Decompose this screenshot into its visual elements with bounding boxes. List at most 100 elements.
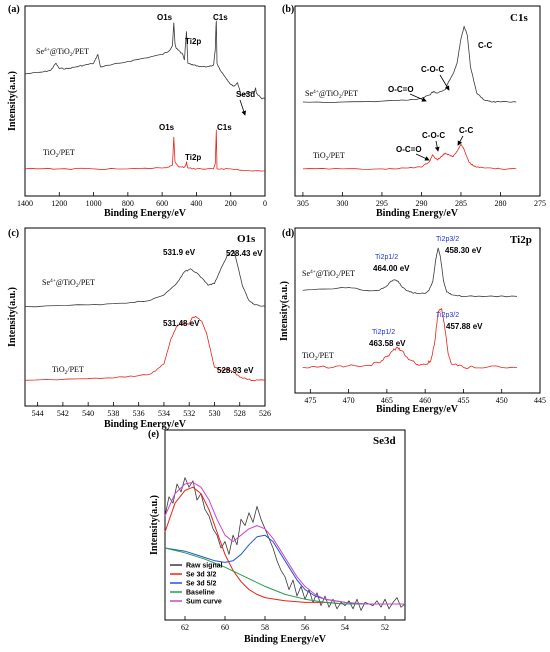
panel-a-xtick-label-5: 400 [190, 199, 202, 208]
panel-a-ylabel: Intensity(a.u.) [7, 71, 18, 131]
panel-a-series-top-label: Se4+@TiO2/PET [36, 47, 89, 58]
panel-c-xtick-label-8: 528 [234, 409, 246, 418]
panel-a-xtick-label-6: 200 [225, 199, 237, 208]
panel-d-plot [302, 247, 518, 370]
panel-c-xtick-label-7: 530 [208, 409, 220, 418]
panel-e-xtick-label-4: 54 [341, 623, 349, 632]
panel-b-coc-bot: C-O-C [422, 131, 445, 140]
panel-d-xtick-label-3: 460 [419, 396, 431, 405]
panel-c-xtick-label-3: 538 [107, 409, 119, 418]
panel-b-series-top-label: Se4+@TiO2/PET [305, 89, 358, 100]
panel-e-title: Se3d [373, 435, 396, 447]
panel-a-xlabel: Binding Energy/eV [104, 208, 187, 219]
panel-a-series-0 [24, 20, 266, 100]
panel-a-se3d-top: Se3d [236, 90, 255, 99]
panel-a-frame [24, 5, 266, 197]
panel-c-series-0 [24, 250, 266, 308]
panel-c-xlabel: Binding Energy/eV [104, 419, 187, 430]
panel-c-ylabel: Intensity(a.u.) [7, 287, 18, 347]
panel-d-xtick-label-0: 475 [304, 396, 316, 405]
panel-d-ylabel: Intensity(a.u.) [279, 281, 290, 341]
panel-e-xtick-label-1: 60 [221, 623, 229, 632]
panel-c: (c) O1s 544 542 540 538 536 534 532 530 528 526 B… [7, 227, 271, 430]
panel-c-letter: (c) [8, 228, 19, 239]
panel-b-coc-top: C-O-C [421, 65, 444, 74]
panel-a-letter: (a) [8, 4, 20, 15]
panel-e-xtick-label-5: 52 [381, 623, 389, 632]
panel-d-v2-bot: 457.88 eV [446, 322, 483, 331]
panel-b-ticks: 305 300 295 290 285 280 275 [297, 192, 546, 208]
legend-label-4: Sum curve [186, 599, 222, 606]
panel-b-cc-bot: C-C [459, 126, 473, 135]
panel-a-o1s-top: O1s [157, 13, 173, 22]
panel-e-frame [164, 429, 406, 621]
panel-d-xlabel: Binding Energy/eV [376, 404, 459, 415]
panel-b-xtick-label-0: 305 [297, 199, 309, 208]
panel-d-ticks: 475 470 465 460 455 450 445 [304, 389, 546, 405]
panel-e-xtick-label-3: 56 [301, 623, 309, 632]
panel-e: (e) Se3d 62 60 58 56 54 52 Binding Energy/eV … [148, 429, 406, 645]
panel-b-series-1 [302, 143, 517, 170]
panel-d-t1-top: Ti2p1/2 [375, 254, 398, 261]
panel-c-ticks: 544 542 540 538 536 534 532 530 528 526 [32, 402, 271, 418]
panel-e-xtick-label-2: 58 [261, 623, 269, 632]
panel-c-series-bot-label: TiO2/PET [52, 365, 84, 376]
panel-b-xtick-label-6: 275 [534, 199, 546, 208]
panel-c-xtick-label-1: 542 [57, 409, 69, 418]
panel-d-xtick-label-6: 445 [534, 396, 546, 405]
panel-d-xtick-label-1: 470 [343, 396, 355, 405]
panel-b-coc-top-arrow [439, 74, 450, 91]
panel-e-xtick-label-0: 62 [181, 623, 189, 632]
panel-d-v2-top: 458.30 eV [445, 246, 482, 255]
panel-a: (a) 1400 1200 1000 800 600 400 200 0 Binding En… [7, 4, 267, 219]
panel-d-v1-top: 464.00 eV [373, 264, 410, 273]
panel-e-xlabel: Binding Energy/eV [244, 634, 327, 645]
panel-d-v1-bot: 463.58 eV [369, 339, 406, 348]
legend-label-3: Baseline [186, 590, 215, 597]
panel-e-series-4 [164, 481, 405, 605]
panel-e-letter: (e) [148, 429, 159, 440]
panel-c-peak1-top: 531.9 eV [163, 248, 196, 257]
panel-c-frame [24, 227, 266, 407]
panel-c-peak2-bot: 528.93 eV [217, 366, 254, 375]
panel-d-t2-top: Ti2p3/2 [436, 236, 459, 243]
panel-a-series-1 [24, 129, 266, 172]
panel-b-xtick-label-4: 285 [455, 199, 467, 208]
panel-d-xtick-label-4: 455 [457, 396, 469, 405]
panel-c-xtick-label-4: 536 [133, 409, 145, 418]
panel-b-oco-bot: O-C=O [396, 145, 422, 154]
panel-d-series-top-label: Se4+@TiO2/PET [302, 269, 355, 280]
panel-d-xtick-label-5: 450 [496, 396, 508, 405]
panel-a-xtick-label-0: 1400 [17, 199, 33, 208]
panel-a-c1s-bot: C1s [217, 123, 232, 132]
panel-a-c1s-top: C1s [213, 13, 228, 22]
panel-b-xtick-label-3: 290 [415, 199, 427, 208]
panel-c-series-top-label: Se4+@TiO2/PET [42, 278, 95, 289]
panel-b-cc-top: C-C [478, 41, 492, 50]
panel-c-xtick-label-2: 540 [82, 409, 94, 418]
panel-d-xtick-label-2: 465 [381, 396, 393, 405]
panel-b-xlabel: Binding Energy/eV [376, 208, 459, 219]
panel-b-series-bot-label: TiO2/PET [313, 151, 345, 162]
panel-a-xtick-label-7: 0 [263, 199, 267, 208]
panel-b-letter: (b) [282, 4, 294, 15]
panel-b-plot [302, 25, 517, 170]
panel-b-title: C1s [510, 12, 528, 24]
panel-b-oco-bot-arrow [415, 153, 430, 161]
panel-b: (b) C1s 305 300 295 290 285 280 275 Binding En… [282, 4, 546, 219]
panel-a-ti2p-top: Ti2p [185, 37, 201, 46]
panel-d-series-1 [302, 308, 518, 370]
legend-label-0: Raw signal [186, 563, 223, 570]
panel-c-series-1 [24, 315, 266, 382]
panel-e-ylabel: Intensity(a.u.) [149, 495, 160, 555]
panel-b-oco-top-arrow [409, 93, 427, 102]
panel-a-ticks: 1400 1200 1000 800 600 400 200 0 [17, 192, 267, 208]
panel-c-peak2-top: 528.43 eV [226, 249, 263, 258]
panel-b-xtick-label-1: 300 [336, 199, 348, 208]
panel-d: (d) Ti2p 475 470 465 460 455 450 445 Binding E… [279, 227, 546, 415]
panel-a-o1s-bot: O1s [159, 123, 175, 132]
panel-d-letter: (d) [282, 228, 294, 239]
panel-d-frame [294, 227, 541, 394]
panel-d-series-bot-label: TiO2/PET [302, 351, 334, 362]
